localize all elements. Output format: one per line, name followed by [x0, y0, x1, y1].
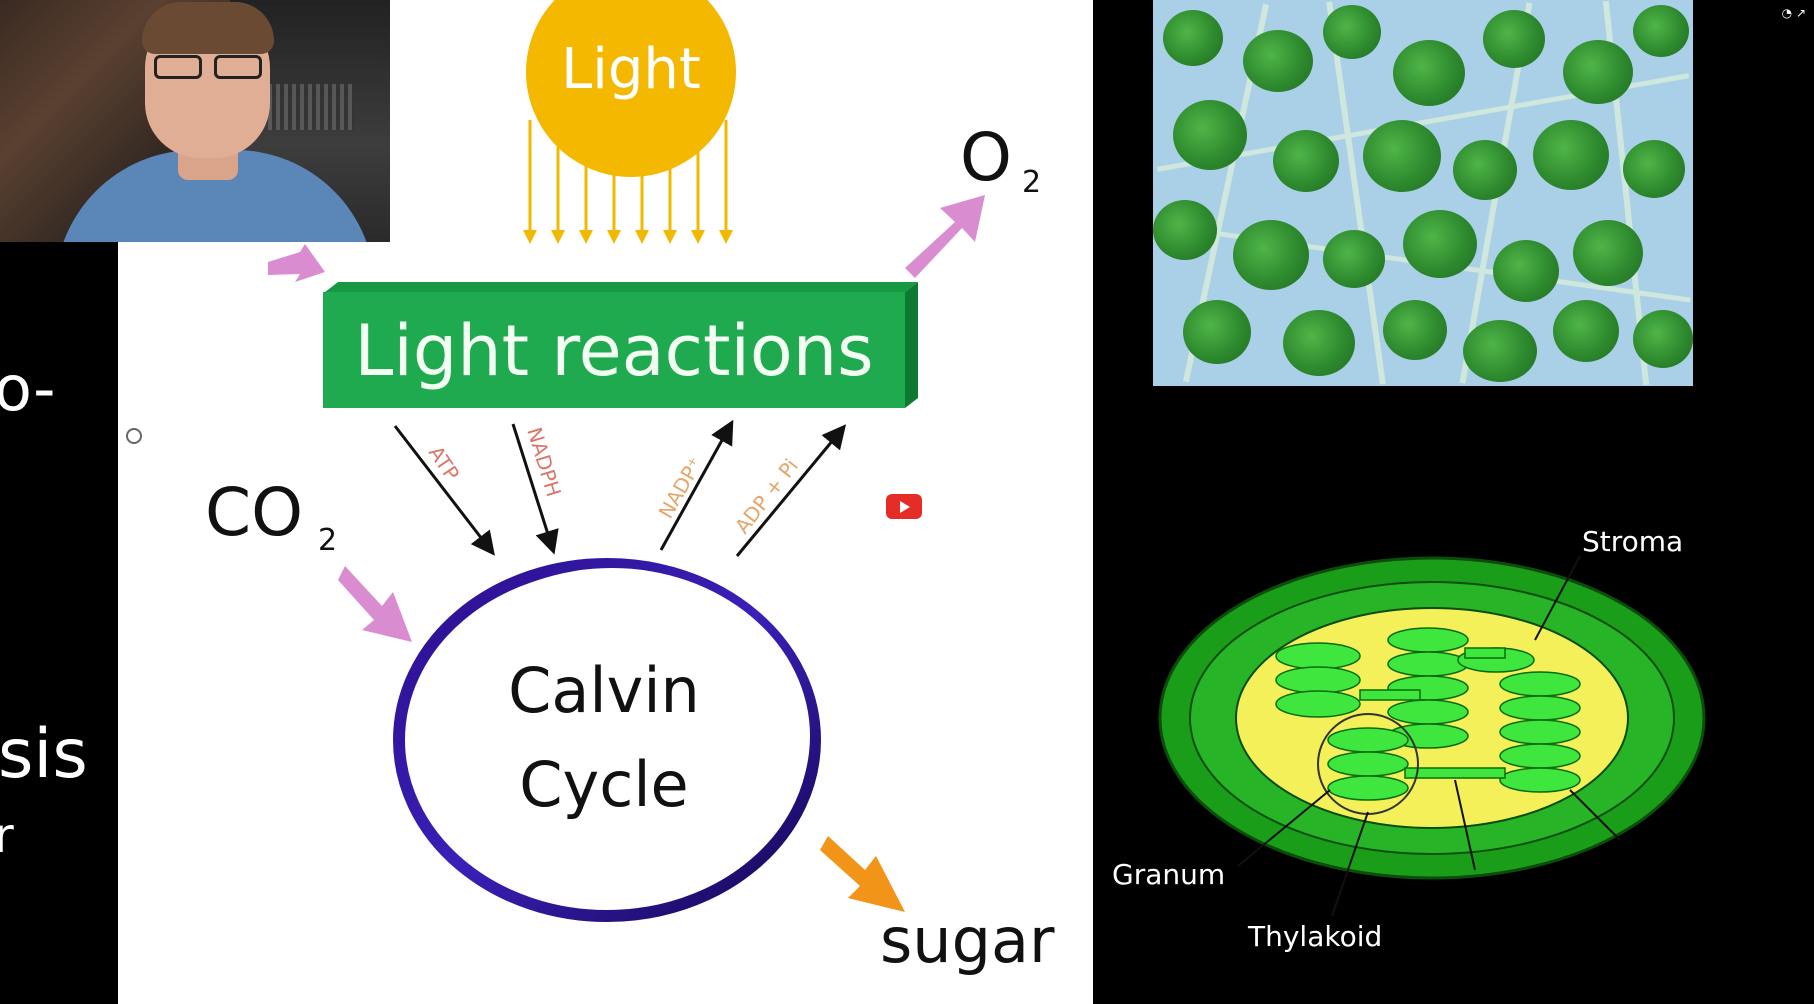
- thylakoid-label: Thylakoid: [1248, 920, 1383, 953]
- co2-arrow: [338, 566, 412, 642]
- sun-icon: [526, 0, 736, 177]
- light-reactions-box-top: [325, 282, 918, 292]
- small-circle-mark: [126, 428, 142, 444]
- light-reactions-box-side: [905, 282, 918, 408]
- nadph-label: NADPH: [522, 424, 566, 499]
- calvin-cycle-label-line2: Cycle: [519, 748, 688, 821]
- glasses-icon: [150, 55, 266, 81]
- watch-later-share-icons[interactable]: ◔ ↗: [1781, 6, 1806, 20]
- o2-label: O: [960, 119, 1012, 196]
- co2-label: CO: [205, 474, 303, 551]
- sun-label: Light: [561, 37, 701, 102]
- left-text-fragment-1: o-: [0, 352, 56, 425]
- granum-label: Granum: [1112, 858, 1226, 891]
- sugar-label: sugar: [880, 904, 1055, 977]
- light-reactions-label: Light reactions: [354, 310, 873, 392]
- stroma-label: Stroma: [1582, 525, 1684, 558]
- co2-subscript: 2: [318, 523, 337, 558]
- atp-label: ATP: [424, 441, 464, 485]
- o2-arrow: [905, 195, 985, 278]
- nadph-arrow: [511, 423, 559, 555]
- left-text-fragment-2: sis: [0, 715, 88, 794]
- nadp-arrow: [659, 419, 734, 551]
- adp-label: ADP + Pi: [730, 454, 803, 538]
- left-text-fragment-3: r: [0, 808, 14, 864]
- youtube-play-icon[interactable]: [886, 494, 922, 519]
- atp-arrow: [393, 425, 495, 556]
- o2-subscript: 2: [1022, 165, 1041, 200]
- adp-arrow: [735, 424, 847, 557]
- sugar-arrow: [820, 836, 905, 912]
- chloroplast-micrograph: [1153, 0, 1693, 386]
- sun-ray-arrowheads: [523, 230, 733, 244]
- calvin-cycle-label-line1: Calvin: [508, 654, 700, 727]
- calvin-cycle-ring: [393, 558, 821, 922]
- presenter-webcam: [0, 0, 390, 242]
- light-reactions-box: [323, 292, 905, 408]
- pink-arrow-top-left: [268, 244, 325, 282]
